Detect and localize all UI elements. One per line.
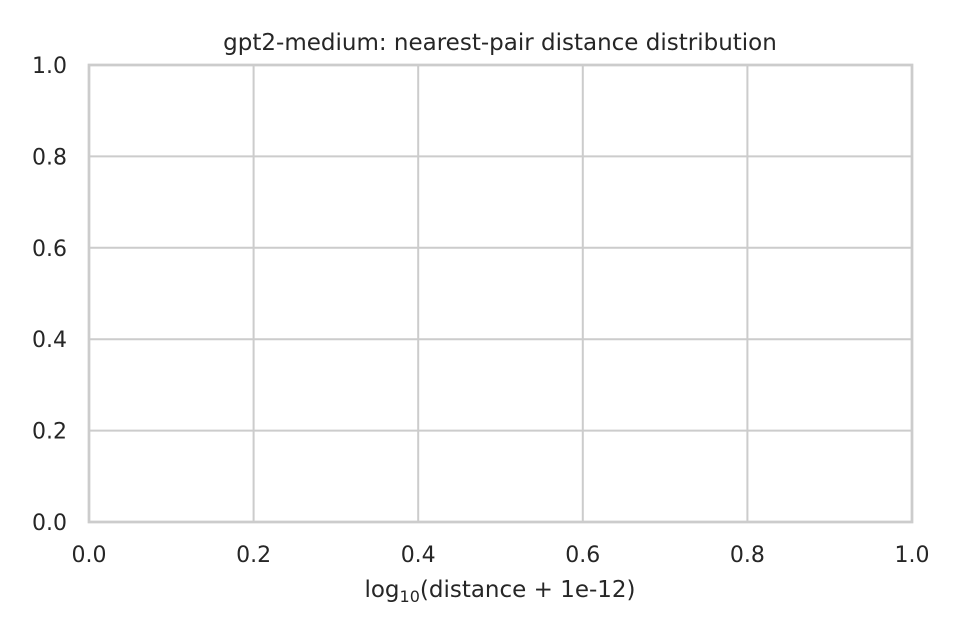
x-tick-label: 0.8 [730,543,765,568]
x-tick-labels: 0.0 0.2 0.4 0.6 0.8 1.0 [72,543,930,568]
y-tick-label: 0.4 [32,328,67,353]
x-axis-label-subscript: 10 [400,587,420,606]
x-axis-label-suffix: (distance + 1e-12) [420,577,636,603]
y-tick-label: 0.6 [32,237,67,262]
x-tick-label: 0.4 [401,543,436,568]
x-axis-label: log10(distance + 1e-12) [364,577,635,606]
plot-area [87,63,914,524]
y-tick-label: 1.0 [32,54,67,79]
y-tick-label: 0.2 [32,420,67,445]
x-tick-label: 0.6 [565,543,600,568]
y-tick-label: 0.8 [32,145,67,170]
x-axis-label-prefix: log [364,577,399,603]
plot-frame [87,63,914,524]
y-tick-labels: 0.0 0.2 0.4 0.6 0.8 1.0 [32,54,67,536]
x-tick-label: 0.0 [72,543,107,568]
chart-title: gpt2-medium: nearest-pair distance distr… [223,30,777,56]
y-tick-label: 0.0 [32,511,67,536]
x-tick-label: 1.0 [895,543,930,568]
x-tick-label: 0.2 [236,543,271,568]
